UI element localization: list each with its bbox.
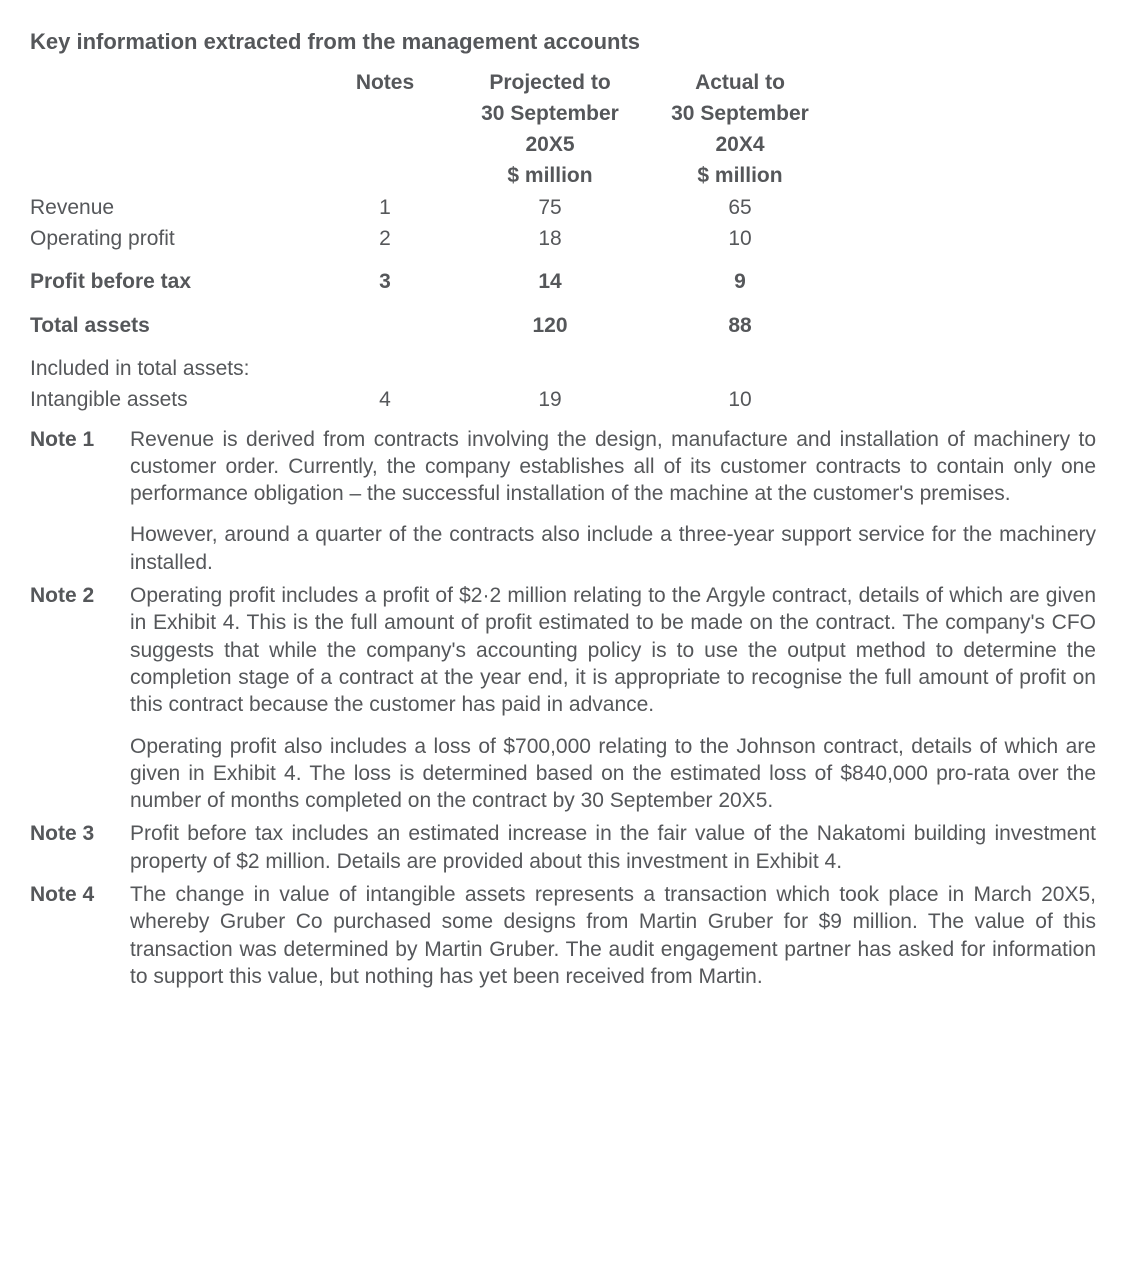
note-body: Operating profit includes a profit of $2…	[130, 582, 1096, 814]
note-body: Profit before tax includes an estimated …	[130, 820, 1096, 875]
note-1: Note 1 Revenue is derived from contracts…	[30, 426, 1096, 576]
row-act: 65	[650, 192, 830, 223]
row-note	[320, 310, 450, 341]
col-header-actual-l1: Actual to	[650, 67, 830, 98]
note-3: Note 3 Profit before tax includes an est…	[30, 820, 1096, 875]
table-row: Operating profit 2 18 10	[30, 223, 1096, 254]
table-row: Total assets 120 88	[30, 310, 1096, 341]
row-label: Intangible assets	[30, 384, 320, 415]
row-label: Operating profit	[30, 223, 320, 254]
row-act: 88	[650, 310, 830, 341]
col-header-notes: Notes	[320, 67, 450, 98]
row-proj: 19	[450, 384, 650, 415]
row-act: 9	[650, 266, 830, 297]
notes-section: Note 1 Revenue is derived from contracts…	[30, 426, 1096, 991]
row-note: 2	[320, 223, 450, 254]
col-header-actual-l3: 20X4	[650, 129, 830, 160]
note-2: Note 2 Operating profit includes a profi…	[30, 582, 1096, 814]
col-header-actual-l2: 30 September	[650, 98, 830, 129]
row-label: Total assets	[30, 310, 320, 341]
note-paragraph: Profit before tax includes an estimated …	[130, 820, 1096, 875]
row-act: 10	[650, 223, 830, 254]
col-header-actual-l4: $ million	[650, 160, 830, 191]
note-label: Note 2	[30, 582, 130, 609]
note-body: The change in value of intangible assets…	[130, 881, 1096, 990]
table-row: Profit before tax 3 14 9	[30, 266, 1096, 297]
row-note: 4	[320, 384, 450, 415]
row-act: 10	[650, 384, 830, 415]
note-body: Revenue is derived from contracts involv…	[130, 426, 1096, 576]
row-label: Profit before tax	[30, 266, 320, 297]
note-paragraph: However, around a quarter of the contrac…	[130, 521, 1096, 576]
row-label: Included in total assets:	[30, 353, 320, 384]
table-row: Revenue 1 75 65	[30, 192, 1096, 223]
col-header-projected-l1: Projected to	[450, 67, 650, 98]
note-paragraph: Operating profit includes a profit of $2…	[130, 582, 1096, 718]
note-label: Note 4	[30, 881, 130, 908]
financial-table: Notes Projected to Actual to 30 Septembe…	[30, 67, 1096, 416]
row-proj: 18	[450, 223, 650, 254]
note-paragraph: Revenue is derived from contracts involv…	[130, 426, 1096, 508]
note-label: Note 1	[30, 426, 130, 453]
table-row: Intangible assets 4 19 10	[30, 384, 1096, 415]
col-header-projected-l2: 30 September	[450, 98, 650, 129]
col-header-projected-l3: 20X5	[450, 129, 650, 160]
row-proj: 75	[450, 192, 650, 223]
note-label: Note 3	[30, 820, 130, 847]
note-paragraph: Operating profit also includes a loss of…	[130, 733, 1096, 815]
row-note: 1	[320, 192, 450, 223]
page-title: Key information extracted from the manag…	[30, 28, 1096, 57]
row-label: Revenue	[30, 192, 320, 223]
col-header-projected-l4: $ million	[450, 160, 650, 191]
row-proj: 120	[450, 310, 650, 341]
note-paragraph: The change in value of intangible assets…	[130, 881, 1096, 990]
row-proj: 14	[450, 266, 650, 297]
note-4: Note 4 The change in value of intangible…	[30, 881, 1096, 990]
table-row: Included in total assets:	[30, 353, 1096, 384]
row-note: 3	[320, 266, 450, 297]
